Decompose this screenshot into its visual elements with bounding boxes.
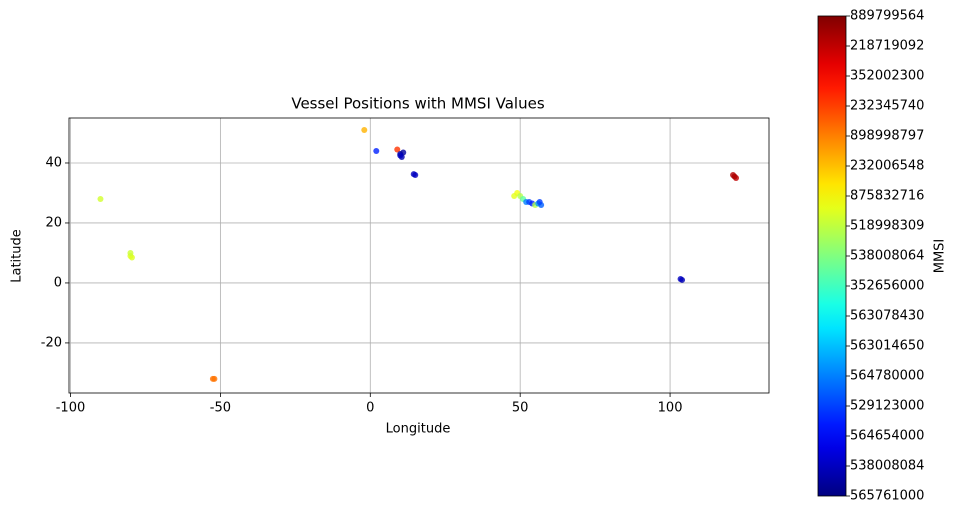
point	[361, 126, 368, 133]
colorbar-tick-label: 563078430	[850, 309, 924, 324]
colorbar-tick-label: 352002300	[850, 69, 924, 84]
y-tick-label: 40	[45, 155, 62, 170]
colorbar-tick-label: 889799564	[850, 9, 924, 24]
colorbar-tick-label: 564654000	[850, 429, 924, 444]
colorbar-tick-label: 565761000	[850, 489, 924, 504]
point	[410, 171, 417, 178]
y-tick-label: 20	[45, 215, 62, 230]
x-axis-label: Longitude	[386, 422, 451, 437]
point	[731, 173, 738, 180]
colorbar-tick-label: 232345740	[850, 99, 924, 114]
colorbar-tick-label: 218719092	[850, 39, 924, 54]
colorbar-label: MMSI	[933, 239, 948, 274]
point	[511, 192, 518, 199]
colorbar-tick-label: 563014650	[850, 339, 924, 354]
colorbar-tick-label: 875832716	[850, 189, 924, 204]
chart-title: Vessel Positions with MMSI Values	[291, 95, 544, 113]
x-tick-label: 0	[366, 401, 374, 416]
point	[536, 198, 543, 205]
x-tick-label: -100	[56, 401, 86, 416]
y-axis-label: Latitude	[10, 229, 25, 283]
colorbar	[817, 15, 847, 497]
colorbar-tick-label: 538008084	[850, 459, 924, 474]
point	[394, 146, 401, 153]
colorbar-tick-label: 518998309	[850, 219, 924, 234]
point	[97, 195, 104, 202]
colorbar-tick-label: 232006548	[850, 159, 924, 174]
point	[677, 276, 684, 283]
point	[209, 375, 216, 382]
point	[373, 147, 380, 154]
y-tick-label: -20	[41, 335, 62, 350]
point	[397, 152, 404, 159]
colorbar-tick-label: 352656000	[850, 279, 924, 294]
x-tick-label: 50	[512, 401, 529, 416]
x-tick-label: 100	[658, 401, 683, 416]
colorbar-tick-label: 564780000	[850, 369, 924, 384]
colorbar-tick-label: 898998797	[850, 129, 924, 144]
point	[127, 249, 134, 256]
x-tick-label: -50	[210, 401, 231, 416]
axes-frame	[68, 117, 770, 394]
y-tick-label: 0	[54, 275, 62, 290]
colorbar-tick-label: 529123000	[850, 399, 924, 414]
colorbar-tick-label: 538008064	[850, 249, 924, 264]
